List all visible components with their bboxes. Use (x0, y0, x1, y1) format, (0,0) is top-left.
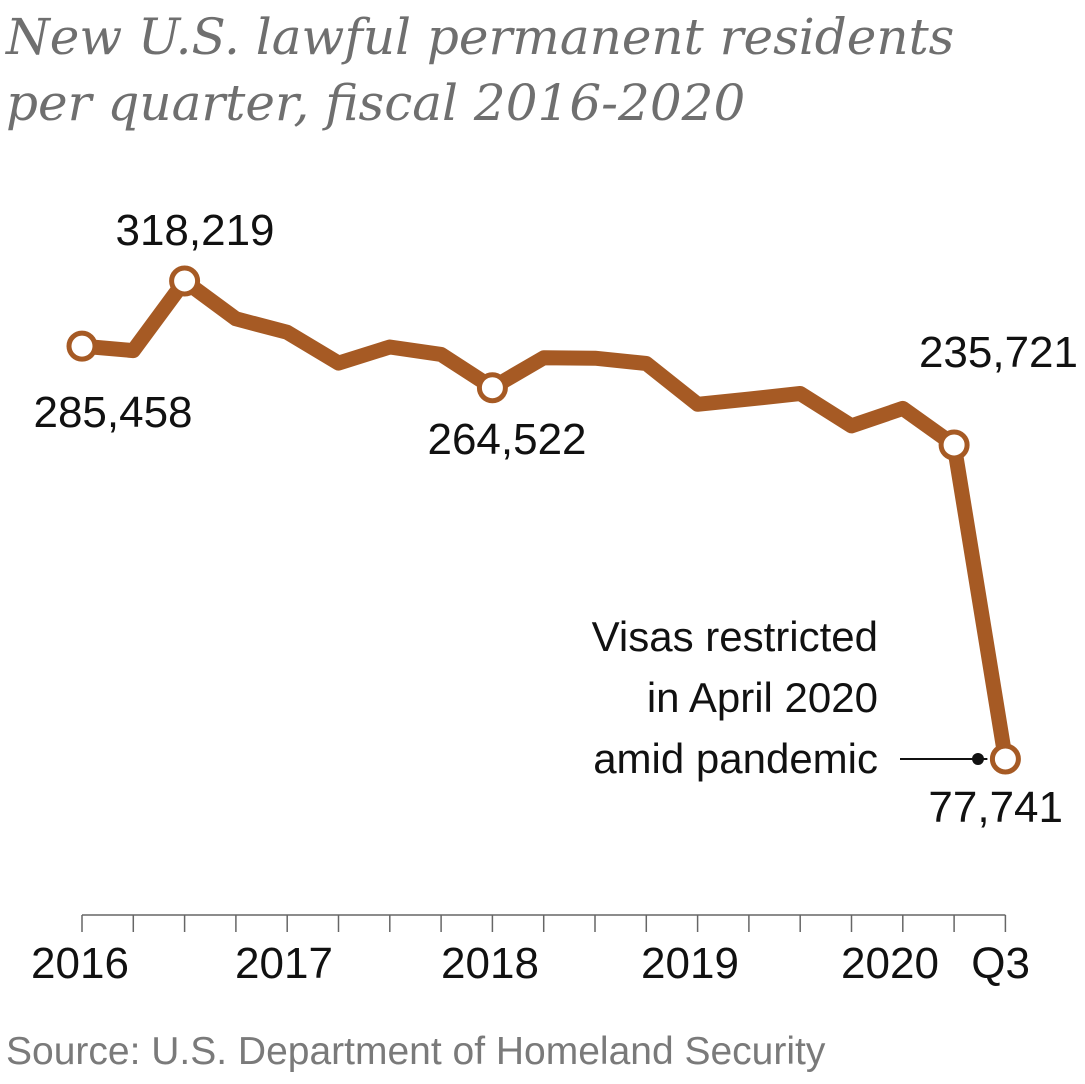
data-point-marker (169, 265, 201, 297)
chart-title: New U.S. lawful permanent residents per … (6, 4, 1076, 136)
annotation-text-line: amid pandemic (593, 735, 878, 782)
annotation-text-line: Visas restricted (592, 613, 878, 660)
x-tick-label: Q3 (971, 939, 1030, 988)
data-point-marker (989, 743, 1021, 775)
x-tick-label: 2017 (235, 939, 333, 988)
data-markers (66, 265, 1021, 775)
annotation-text-line: in April 2020 (647, 674, 878, 721)
x-tick-label: 2018 (441, 939, 539, 988)
data-label: 235,721 (919, 328, 1078, 377)
data-point-marker (476, 372, 508, 404)
x-axis: 2016 2017 2018 2019 2020 Q3 (31, 914, 1030, 988)
data-point-marker (938, 429, 970, 461)
annotation-leader-dot (972, 753, 984, 765)
chart-title-line-2: per quarter, fiscal 2016-2020 (6, 74, 746, 132)
x-tick-label: 2019 (641, 939, 739, 988)
data-label: 264,522 (427, 415, 586, 464)
series-line (74, 273, 1013, 767)
x-tick-label: 2020 (841, 939, 939, 988)
data-label: 318,219 (115, 206, 274, 255)
data-labels: 285,458 318,219 264,522 235,721 77,741 (33, 206, 1078, 832)
x-tick-label: 2016 (31, 939, 129, 988)
chart-title-line-1: New U.S. lawful permanent residents (6, 8, 955, 66)
source-note: Source: U.S. Department of Homeland Secu… (6, 1030, 826, 1073)
data-label: 77,741 (928, 783, 1063, 832)
data-point-marker (66, 330, 98, 362)
series-line-layer (74, 273, 1013, 767)
data-label: 285,458 (33, 388, 192, 437)
line-chart: 2016 2017 2018 2019 2020 Q3 285,458 318,219 264… (31, 206, 1078, 988)
annotation: Visas restricted in April 2020 amid pandem… (592, 613, 988, 782)
